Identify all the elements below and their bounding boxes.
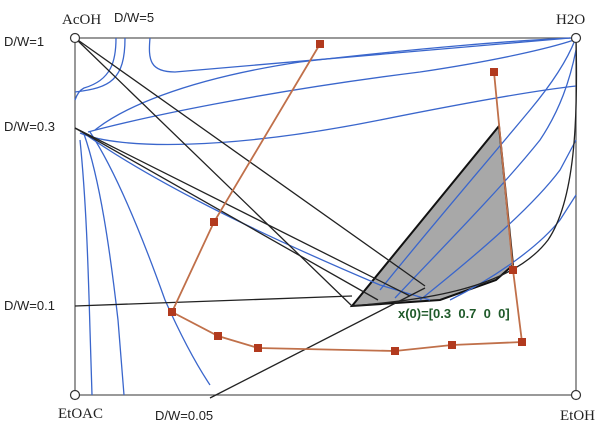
initial-composition-annotation: x(0)=[0.3 0.7 0 0] <box>398 306 510 321</box>
label-acoh: AcOH <box>62 12 101 28</box>
trajectory-marker <box>448 341 456 349</box>
trajectory-marker <box>210 218 218 226</box>
label-dw-0-05: D/W=0.05 <box>155 408 213 423</box>
trajectory-marker <box>391 347 399 355</box>
vertex-etoh <box>570 389 582 401</box>
label-etoac: EtOAC <box>58 406 103 422</box>
label-dw-0-3: D/W=0.3 <box>4 119 55 134</box>
trajectory-markers <box>168 40 526 355</box>
vertex-markers <box>69 32 582 401</box>
trajectory-marker <box>518 338 526 346</box>
trajectory-marker <box>316 40 324 48</box>
diagram-frame <box>74 37 577 396</box>
vertex-acoh <box>69 32 81 44</box>
label-etoh: EtOH <box>560 408 595 424</box>
trajectory-left <box>170 43 524 352</box>
trajectory-marker <box>168 308 176 316</box>
trajectory-marker <box>214 332 222 340</box>
label-h2o: H2O <box>556 12 585 28</box>
label-dw-0-1: D/W=0.1 <box>4 298 55 313</box>
label-dw-1: D/W=1 <box>4 34 44 49</box>
label-dw-5: D/W=5 <box>114 10 154 25</box>
trajectory-marker <box>490 68 498 76</box>
vertex-h2o <box>570 32 582 44</box>
trajectory-marker <box>509 266 517 274</box>
trajectory-marker <box>254 344 262 352</box>
feasible-region <box>349 123 515 308</box>
vertex-etoac <box>69 389 81 401</box>
